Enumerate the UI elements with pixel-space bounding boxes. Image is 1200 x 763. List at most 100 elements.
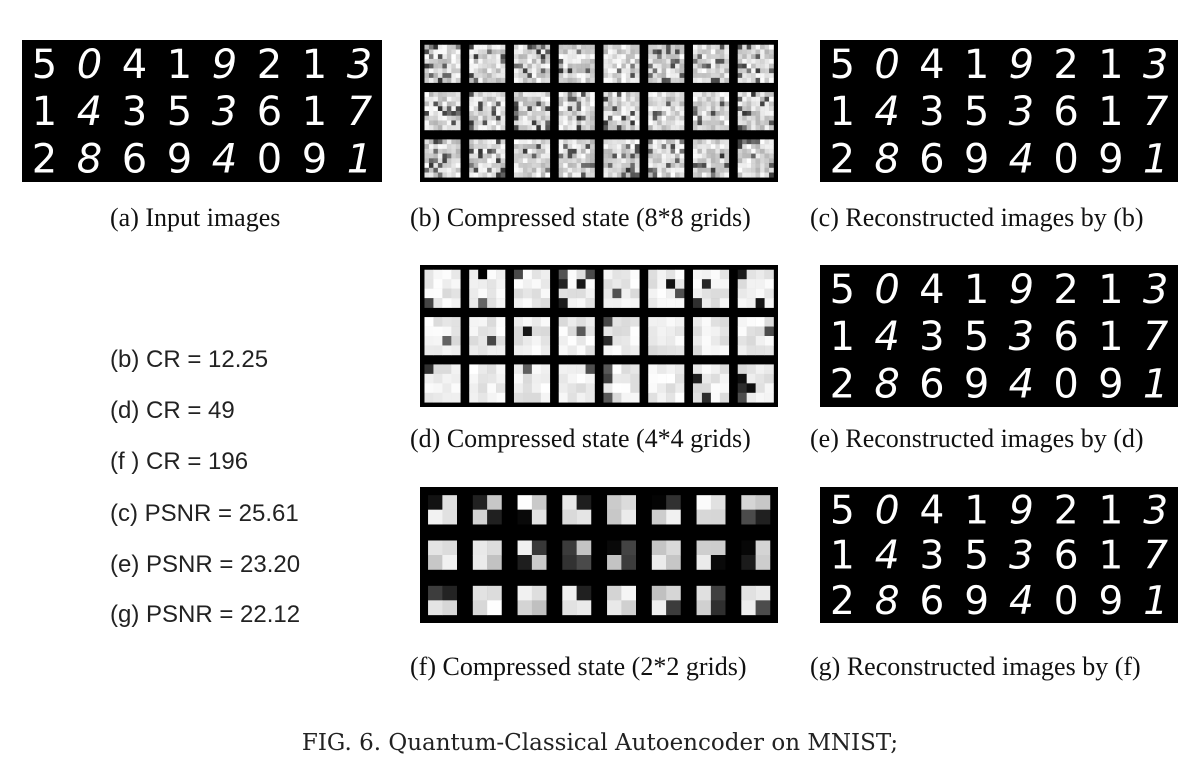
- grid-cell: [764, 172, 770, 178]
- grid-cell: [706, 68, 712, 74]
- grid-cell: [630, 125, 636, 131]
- grid-cell: [630, 364, 640, 375]
- grid-cell: [652, 148, 658, 154]
- digit-glyph: 4: [874, 314, 899, 360]
- grid-cell: [433, 54, 439, 60]
- digit-glyph: 6: [919, 579, 944, 623]
- grid-cell: [719, 63, 725, 69]
- grid-cell: [585, 125, 591, 131]
- grid-cell: [455, 63, 461, 69]
- grid-cell: [737, 144, 743, 150]
- grid-cell: [741, 555, 756, 570]
- grid-cell: [585, 120, 591, 126]
- metric-psnr-g: (g) PSNR = 22.12: [110, 601, 301, 628]
- grid-cell: [428, 600, 443, 616]
- grid-cell: [616, 111, 622, 117]
- grid-cell: [437, 115, 443, 121]
- grid-cell: [536, 96, 542, 102]
- grid-cell: [487, 115, 492, 121]
- grid-cell: [751, 101, 756, 107]
- grid-cell: [428, 54, 434, 60]
- grid-cell: [697, 167, 703, 173]
- grid-cell: [648, 153, 653, 159]
- grid-cell: [558, 364, 568, 375]
- grid-cell: [666, 139, 671, 145]
- grid-cell: [487, 509, 502, 525]
- grid-cell: [603, 364, 613, 375]
- grid-cell: [545, 68, 551, 74]
- grid-cell: [455, 144, 461, 150]
- grid-cell: [737, 383, 747, 394]
- grid-cell: [428, 92, 434, 98]
- grid-cell: [527, 101, 533, 107]
- grid-cell: [563, 44, 568, 50]
- grid-cell: [706, 120, 712, 126]
- grid-cell: [719, 373, 730, 384]
- grid-cell: [455, 172, 461, 178]
- grid-cell: [666, 115, 671, 121]
- grid-cell: [755, 585, 771, 601]
- grid-cell: [630, 101, 636, 107]
- grid-cell: [581, 153, 586, 159]
- grid-cell: [603, 63, 609, 69]
- grid-cell: [433, 269, 443, 280]
- grid-cell: [724, 167, 730, 173]
- grid-cell: [576, 600, 592, 616]
- grid-cell: [630, 345, 640, 356]
- grid-cell: [442, 288, 452, 299]
- digit-glyph: 7: [1143, 534, 1168, 579]
- grid-cell: [576, 68, 582, 74]
- grid-cell: [473, 115, 479, 121]
- grid-cell: [576, 326, 586, 337]
- grid-cell: [513, 120, 519, 126]
- grid-cell: [572, 63, 577, 69]
- grid-cell: [442, 364, 452, 375]
- grid-cell: [469, 336, 479, 346]
- grid-cell: [428, 49, 434, 55]
- grid-cell: [424, 120, 430, 126]
- grid-cell: [500, 44, 506, 50]
- grid-cell: [630, 163, 636, 169]
- grid-cell: [607, 120, 613, 126]
- grid-cell: [433, 163, 439, 169]
- grid-cell: [433, 158, 439, 164]
- grid-cell: [496, 317, 506, 327]
- grid-cell: [424, 58, 430, 64]
- grid-cell: [719, 106, 725, 112]
- grid-cell: [746, 288, 756, 299]
- grid-cell: [576, 495, 592, 510]
- digit-glyph: 9: [1098, 137, 1123, 182]
- grid-cell: [558, 163, 564, 169]
- grid-cell: [590, 148, 595, 154]
- grid-cell: [469, 163, 474, 169]
- digit-glyph: 6: [1054, 534, 1079, 579]
- grid-cell: [706, 77, 712, 83]
- grid-cell: [491, 125, 497, 131]
- digit-glyph: 4: [875, 534, 900, 579]
- grid-cell: [437, 111, 443, 117]
- grid-cell: [737, 96, 743, 102]
- grid-cell: [675, 115, 680, 121]
- caption-a: (a) Input images: [110, 203, 281, 232]
- grid-cell: [755, 555, 771, 570]
- grid-cell: [536, 167, 542, 173]
- grid-cell: [567, 288, 577, 299]
- grid-cell: [517, 509, 533, 525]
- grid-cell: [603, 326, 613, 337]
- grid-cell: [590, 144, 595, 150]
- grid-cell: [724, 68, 730, 74]
- grid-cell: [522, 317, 533, 327]
- grid-cell: [540, 163, 546, 169]
- grid-cell: [652, 163, 658, 169]
- grid-cell: [585, 298, 595, 308]
- grid-cell: [701, 139, 707, 145]
- grid-cell: [451, 172, 457, 178]
- grid-cell: [607, 509, 622, 525]
- grid-cell: [585, 111, 591, 117]
- grid-cell: [473, 153, 479, 159]
- grid-cell: [746, 326, 756, 337]
- grid-cell: [572, 101, 577, 107]
- grid-cell: [661, 58, 667, 64]
- grid-cell: [562, 600, 577, 616]
- grid-cell: [742, 158, 747, 164]
